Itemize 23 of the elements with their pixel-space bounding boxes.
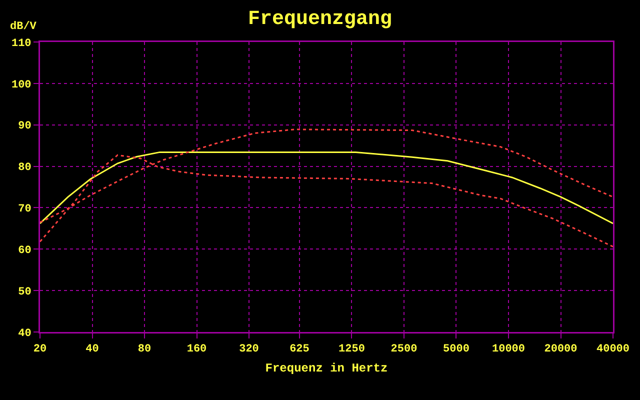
y-tick-label: 70 (18, 204, 32, 216)
y-tick-label: 60 (18, 244, 32, 257)
x-tick-label: 20 (33, 344, 47, 356)
x-tick-label: 320 (239, 344, 259, 356)
x-tick-label: 160 (186, 344, 207, 356)
y-tick-label: 80 (18, 162, 32, 174)
x-tick-label: 1250 (338, 344, 365, 356)
y-tick-label: 110 (11, 38, 32, 50)
y-axis-title: dB/V (10, 21, 37, 33)
x-tick-label: 20000 (544, 344, 578, 356)
chart-title: Frequenzgang (248, 8, 392, 31)
y-tick-label: 40 (18, 328, 32, 340)
y-tick-label: 90 (18, 120, 32, 133)
x-axis-title: Frequenz in Hertz (265, 361, 388, 376)
y-tick-label: 100 (11, 79, 32, 92)
x-tick-label: 625 (290, 344, 310, 356)
x-tick-label: 80 (138, 344, 152, 356)
x-tick-label: 40000 (596, 344, 630, 356)
x-tick-label: 5000 (443, 344, 470, 356)
y-tick-label: 50 (18, 286, 32, 298)
x-tick-label: 10000 (492, 344, 525, 356)
x-tick-label: 2500 (390, 344, 418, 356)
x-tick-label: 40 (86, 344, 99, 356)
